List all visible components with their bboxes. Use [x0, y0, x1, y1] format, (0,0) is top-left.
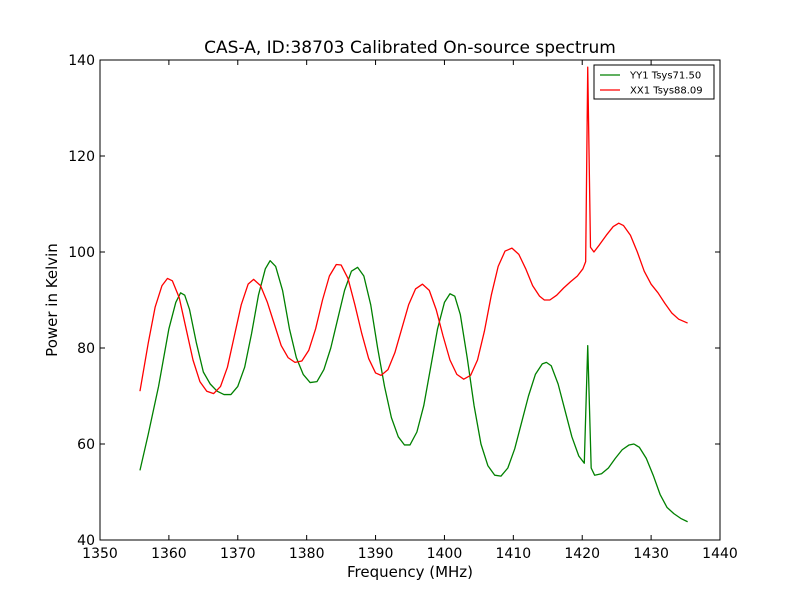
y-tick-label: 60 — [77, 437, 95, 453]
y-axis-label: Power in Kelvin — [43, 243, 61, 357]
series-line-yy1 — [139, 259, 688, 523]
y-tick-label: 120 — [68, 149, 95, 165]
y-tick-label: 140 — [68, 53, 95, 69]
y-tick-label: 80 — [77, 341, 95, 357]
legend-entry-yy1: YY1 Tsys71.50 — [629, 71, 701, 82]
chart-title: CAS-A, ID:38703 Calibrated On-source spe… — [204, 38, 616, 58]
x-tick-label: 1410 — [496, 546, 532, 562]
x-tick-label: 1360 — [151, 546, 187, 562]
x-tick-label: 1380 — [289, 546, 325, 562]
x-tick-label: 1390 — [358, 546, 394, 562]
x-tick-label: 1400 — [427, 546, 463, 562]
series-line-xx1 — [139, 66, 688, 395]
legend: YY1 Tsys71.50 XX1 Tsys88.09 — [593, 64, 715, 100]
x-tick-label: 1350 — [82, 546, 118, 562]
plot-frame — [99, 59, 721, 541]
series-layer — [139, 66, 688, 523]
x-tick-label: 1430 — [633, 546, 669, 562]
x-axis-label: Frequency (MHz) — [347, 563, 473, 581]
ticks-layer: 1350 1360 1370 1380 1390 1400 1410 1420 1430 1440… — [68, 53, 738, 562]
legend-entry-xx1: XX1 Tsys88.09 — [630, 86, 703, 97]
y-tick-label: 40 — [77, 533, 95, 549]
y-tick-label: 100 — [68, 245, 95, 261]
x-tick-label: 1440 — [702, 546, 738, 562]
x-tick-label: 1420 — [564, 546, 600, 562]
legend-box — [593, 64, 715, 100]
x-tick-label: 1370 — [220, 546, 256, 562]
